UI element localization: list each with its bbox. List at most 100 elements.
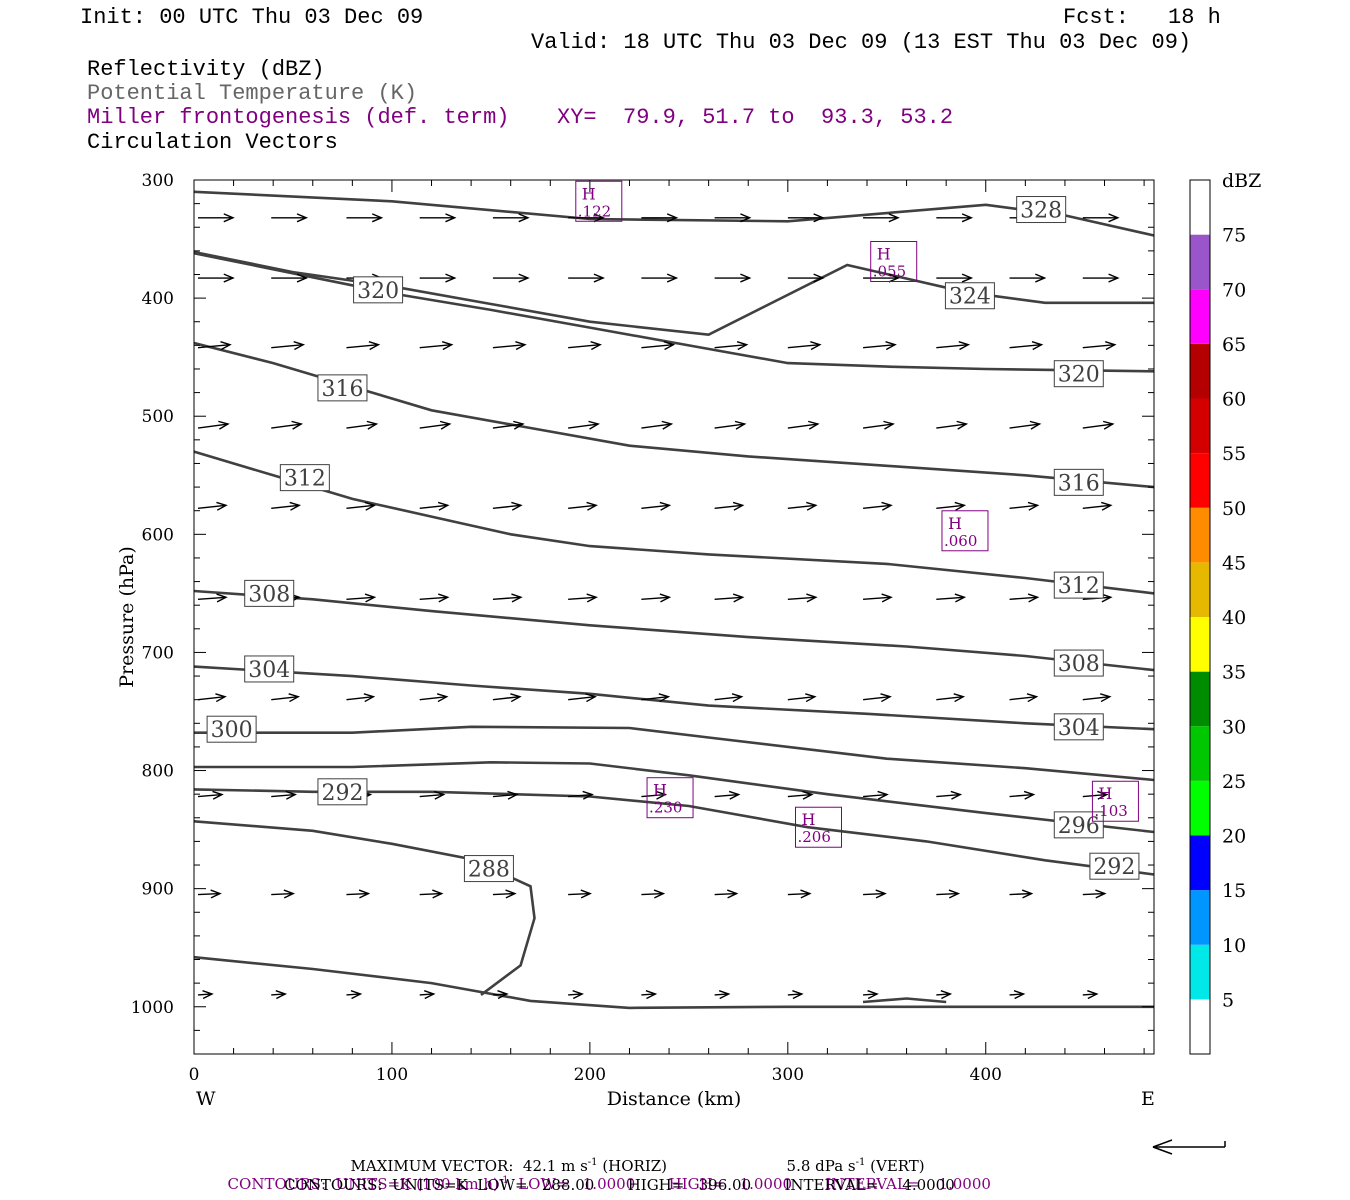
circulation-vector-head (736, 341, 749, 351)
x-tick-label: 300 (772, 1065, 804, 1085)
circulation-vector-head (588, 420, 600, 430)
circulation-vector-head (1035, 273, 1047, 283)
circulation-vector-head (439, 420, 452, 430)
theta-label-box (279, 464, 330, 492)
circulation-vector-head (515, 341, 527, 351)
circulation-vector (346, 695, 374, 701)
circulation-vector-head (813, 213, 825, 223)
circulation-vector-head (507, 790, 519, 800)
circulation-vector (714, 504, 743, 510)
circulation-vector-head (792, 990, 804, 1000)
circulation-vector (568, 993, 583, 996)
circulation-vector-head (216, 593, 228, 603)
circulation-vector-head (877, 790, 889, 800)
colorbar-segment (1190, 835, 1210, 891)
colorbar-tick-label: 70 (1222, 279, 1246, 301)
circulation-vector (1082, 423, 1113, 429)
circulation-vector (492, 695, 521, 701)
circulation-vector (714, 423, 745, 429)
y-tick-label: 300 (142, 171, 174, 191)
frontogenesis-high-value: .060 (944, 532, 977, 550)
x-tick-label: 200 (574, 1065, 606, 1085)
circulation-vector (936, 423, 967, 429)
circulation-vector-head (659, 501, 672, 511)
axis-ticks: 0 100 200 300 400 300 400 500 600 700 800 900 1000 (131, 171, 1154, 1085)
circulation-vector-head (1101, 593, 1113, 603)
circulation-vector-head (497, 990, 509, 1000)
colorbar-segment (1190, 890, 1210, 945)
colorbar-tick-label: 20 (1222, 826, 1246, 848)
theta-label-box (1053, 468, 1104, 496)
theta-label: 324 (949, 285, 991, 310)
colorbar-title: dBZ (1222, 170, 1261, 192)
circulation-vector-head (1021, 889, 1034, 899)
init-label: Init: 00 UTC Thu 03 Dec 09 (80, 5, 424, 30)
circulation-vector-head (511, 501, 523, 511)
circulation-vector (568, 695, 596, 701)
circulation-vector (862, 423, 894, 429)
circulation-vector-head (585, 693, 597, 703)
circulation-vector-head (810, 341, 822, 351)
circulation-vector (1082, 344, 1115, 349)
circulation-vector (787, 344, 820, 349)
circulation-vector (1009, 344, 1042, 349)
colorbar-tick-label: 45 (1222, 552, 1246, 574)
circulation-vector-head (655, 790, 668, 800)
circulation-vector (492, 793, 517, 798)
circulation-vector-head (582, 790, 594, 800)
circulation-vector-head (432, 889, 444, 899)
frontogenesis-high-value: .206 (798, 828, 831, 846)
frontogenesis-high-box (941, 510, 989, 552)
circulation-vector-head (961, 273, 974, 283)
circulation-vector-head (593, 213, 605, 223)
colorbar-segment (1190, 726, 1210, 781)
circulation-vector-head (645, 990, 658, 1000)
frontogenesis-high-value: .230 (649, 799, 682, 817)
circulation-vector-head (505, 889, 517, 899)
circulation-vector-head (436, 693, 449, 703)
theta-label: 308 (248, 582, 290, 607)
circulation-vector-head (658, 693, 671, 703)
circulation-vector-head (1097, 790, 1109, 800)
circulation-vector (197, 423, 229, 429)
colorbar-tick-label: 75 (1222, 225, 1246, 247)
circulation-vector-head (948, 889, 961, 899)
circulation-vector (568, 596, 597, 600)
circulation-vector-head (438, 593, 450, 603)
circulation-vector-head (806, 501, 818, 511)
footer-frontogenesis-contours: CONTOURS: UNITS=K (100 km h)-1 LOW= 1.00… (227, 1175, 991, 1193)
theta-contour-line (193, 341, 1155, 489)
circulation-vector (492, 504, 522, 510)
colorbar-tick-label: 25 (1222, 771, 1246, 793)
circulation-vector (271, 993, 286, 996)
circulation-vector-head (1087, 990, 1099, 1000)
west-end-label: W (196, 1088, 216, 1110)
circulation-vector-head (806, 593, 818, 603)
circulation-vector-head (368, 341, 381, 351)
circulation-vector (1009, 993, 1024, 996)
circulation-vector-head (288, 693, 301, 703)
theta-contour-line (194, 760, 1155, 834)
circulation-vector-head (1102, 420, 1115, 430)
theta-label-box (1053, 713, 1104, 741)
theta-label: 304 (248, 658, 290, 683)
circulation-vector (492, 892, 515, 896)
circulation-vector-head (586, 501, 598, 511)
circulation-vector-head (867, 990, 879, 1000)
circulation-vector-head (210, 889, 222, 899)
theta-label: 304 (1058, 716, 1100, 741)
circulation-vector (714, 596, 743, 600)
circulation-vector-head (813, 273, 825, 283)
colorbar-tick-label: 15 (1222, 880, 1246, 902)
theta-label: 308 (1058, 652, 1100, 677)
circulation-vector-head (510, 693, 522, 703)
colorbar-segment (1190, 507, 1210, 563)
circulation-vector (492, 423, 524, 429)
circulation-vector (1082, 504, 1111, 510)
circulation-vector-head (808, 420, 820, 430)
circulation-vector-head (731, 693, 744, 703)
circulation-vector-head (726, 889, 739, 899)
circulation-vector-head (881, 593, 893, 603)
circulation-vector (863, 892, 886, 896)
circulation-vector-head (285, 790, 298, 800)
